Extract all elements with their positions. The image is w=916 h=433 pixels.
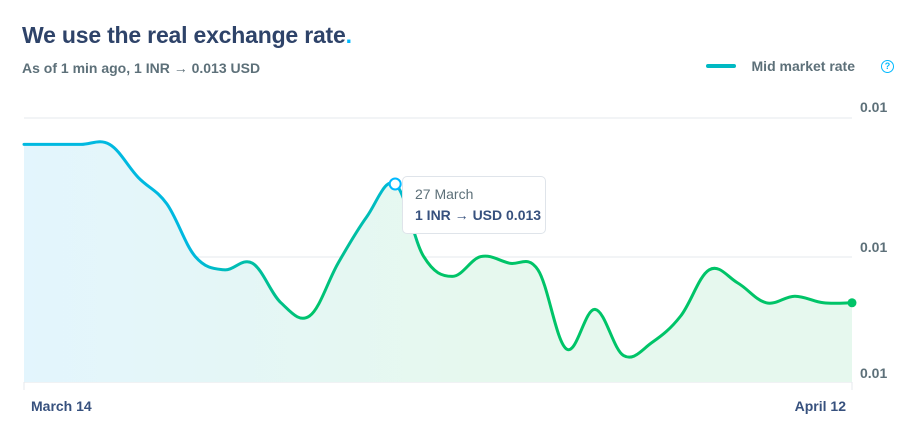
legend-swatch: [705, 64, 736, 68]
data-point[interactable]: [621, 353, 627, 359]
data-point[interactable]: [792, 293, 798, 299]
y-tick-label: 0.01: [860, 365, 887, 381]
tooltip-value: 1 INR → USD 0.013: [415, 207, 542, 223]
rate-line[interactable]: [22, 140, 854, 359]
data-point[interactable]: [478, 254, 484, 260]
data-point[interactable]: [449, 273, 455, 279]
x-tick-label: March 14: [31, 398, 92, 414]
data-point[interactable]: [21, 141, 27, 147]
title-text: We use the real exchange rate: [22, 22, 346, 48]
data-point[interactable]: [535, 267, 541, 273]
data-point[interactable]: [506, 260, 512, 266]
latest-rate-dot: [847, 298, 857, 308]
data-point[interactable]: [563, 346, 569, 352]
data-point[interactable]: [592, 306, 598, 312]
rate-tooltip: 27 March 1 INR → USD 0.013: [402, 176, 546, 234]
help-circle-icon[interactable]: ?: [881, 59, 894, 73]
data-point[interactable]: [50, 141, 56, 147]
data-point[interactable]: [706, 267, 712, 273]
legend-label: Mid market rate: [751, 58, 855, 74]
data-point[interactable]: [249, 260, 255, 266]
data-point[interactable]: [107, 141, 113, 147]
data-point[interactable]: [135, 174, 141, 180]
data-point[interactable]: [335, 260, 341, 266]
data-point[interactable]: [192, 254, 198, 260]
y-tick-label: 0.01: [860, 239, 887, 255]
hover-point-marker: [388, 177, 402, 191]
data-point[interactable]: [649, 339, 655, 345]
rate-subtitle: As of 1 min ago, 1 INR → 0.013 USD: [22, 60, 261, 76]
data-point[interactable]: [164, 201, 170, 207]
x-tick-label: April 12: [795, 398, 847, 414]
data-point[interactable]: [307, 313, 313, 319]
data-point[interactable]: [678, 313, 684, 319]
data-point[interactable]: [820, 300, 826, 306]
tooltip-date: 27 March: [415, 186, 474, 202]
rate-area: [24, 141, 852, 382]
data-point[interactable]: [278, 300, 284, 306]
chart-legend: Mid market rate ?: [705, 58, 894, 74]
title-dot: .: [345, 22, 352, 48]
data-point[interactable]: [364, 214, 370, 220]
data-point[interactable]: [421, 254, 427, 260]
data-point[interactable]: [78, 141, 84, 147]
data-point[interactable]: [735, 280, 741, 286]
data-point[interactable]: [763, 300, 769, 306]
data-point[interactable]: [221, 267, 227, 273]
page-title: We use the real exchange rate.: [22, 22, 352, 49]
y-tick-label: 0.01: [860, 99, 887, 115]
